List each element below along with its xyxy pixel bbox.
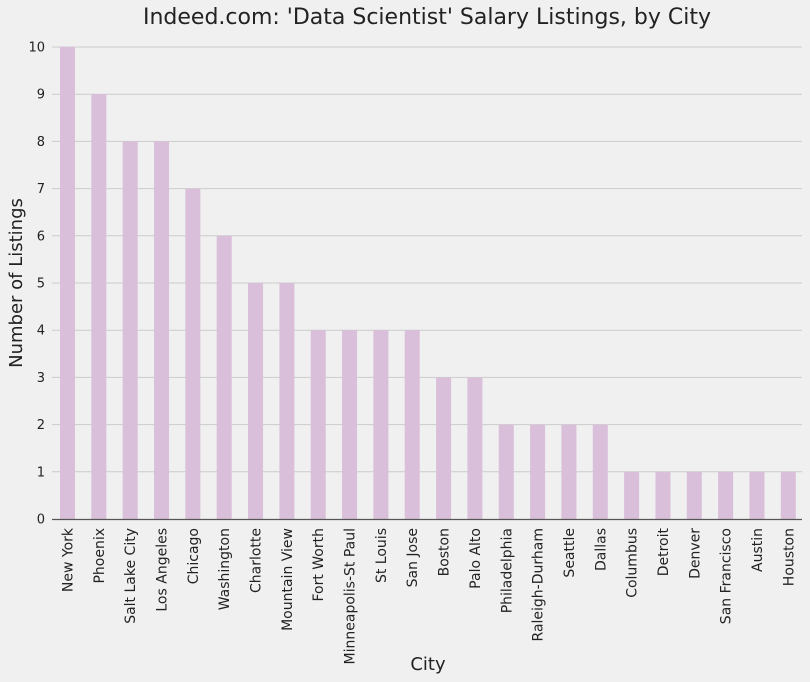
bar	[530, 424, 546, 519]
bar	[780, 471, 796, 519]
x-tick-label: Palo Alto	[468, 528, 484, 589]
x-tick-label: San Francisco	[719, 528, 735, 624]
x-tick-label: Fort Worth	[311, 528, 327, 602]
x-axis-label: City	[410, 654, 446, 675]
bar	[342, 330, 358, 519]
bar	[60, 47, 75, 519]
bar	[185, 188, 201, 519]
bar	[498, 424, 514, 519]
y-tick-label: 10	[28, 41, 45, 56]
x-tick-label: Minneapolis-St Paul	[343, 528, 359, 664]
bar	[373, 330, 389, 519]
y-tick-label: 0	[37, 513, 45, 528]
y-tick-label: 5	[37, 277, 45, 292]
x-tick-label: Boston	[437, 528, 453, 576]
x-tick-label: Philadelphia	[499, 528, 515, 613]
x-tick-label: Detroit	[656, 527, 672, 576]
bar	[624, 471, 640, 519]
y-tick-label: 3	[37, 371, 45, 386]
x-tick-label: New York	[61, 527, 77, 592]
bar	[655, 471, 671, 519]
x-tick-label: Phoenix	[92, 528, 108, 584]
x-tick-label: St Louis	[374, 528, 390, 583]
bar	[686, 471, 702, 519]
bar	[216, 235, 232, 520]
x-tick-label: San Jose	[405, 528, 421, 587]
x-tick-label: Washington	[217, 528, 233, 610]
gridlines	[52, 46, 802, 473]
x-tick-label: Seattle	[562, 528, 578, 578]
bars	[60, 47, 796, 520]
y-tick-label: 7	[37, 182, 45, 197]
y-tick-labels: 0 1 2 3 4 5 6 7 8 9 10	[28, 41, 45, 528]
bar	[718, 471, 734, 519]
x-tick-label: Houston	[781, 528, 797, 586]
bar	[122, 141, 138, 519]
x-tick-label: Salt Lake City	[123, 528, 139, 624]
y-tick-label: 1	[37, 465, 45, 480]
bar	[279, 283, 295, 519]
bar	[404, 330, 420, 519]
bar	[91, 94, 107, 519]
x-tick-label: Los Angeles	[155, 528, 171, 612]
bar	[592, 424, 608, 519]
bar	[561, 424, 577, 519]
bar	[154, 141, 170, 519]
x-tick-label: Mountain View	[280, 528, 296, 631]
bar	[436, 377, 452, 519]
bar	[749, 471, 765, 519]
y-tick-label: 8	[37, 135, 45, 150]
x-tick-label: Dallas	[593, 528, 609, 571]
y-axis-label: Number of Listings	[6, 198, 27, 368]
x-tick-labels: New York Phoenix Salt Lake City Los Angeles…	[61, 527, 798, 664]
x-tick-label: Charlotte	[249, 528, 265, 593]
bar	[467, 377, 483, 519]
bar	[310, 330, 326, 519]
x-tick-label: Austin	[750, 528, 766, 572]
x-tick-label: Denver	[687, 528, 703, 579]
y-tick-label: 4	[37, 324, 45, 339]
x-tick-label: Columbus	[625, 528, 641, 598]
bar	[248, 283, 264, 519]
x-tick-label: Chicago	[186, 528, 202, 584]
chart-title: Indeed.com: 'Data Scientist' Salary List…	[143, 5, 711, 30]
x-tick-label: Raleigh-Durham	[531, 528, 547, 641]
y-tick-label: 6	[37, 229, 45, 244]
y-tick-label: 9	[37, 88, 45, 103]
y-tick-label: 2	[37, 418, 45, 433]
